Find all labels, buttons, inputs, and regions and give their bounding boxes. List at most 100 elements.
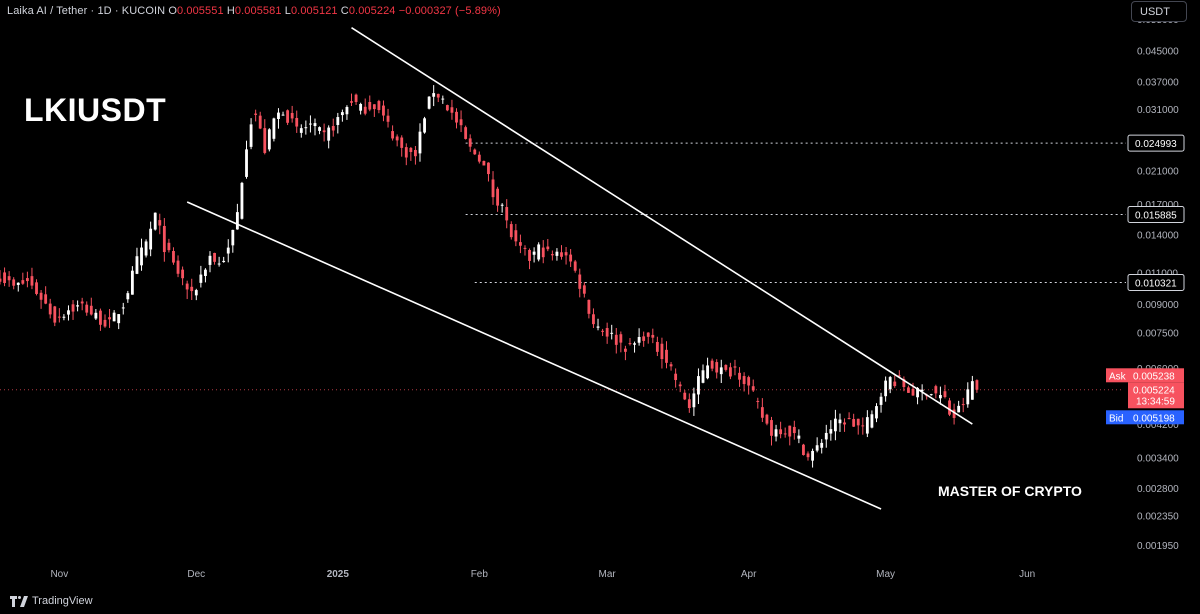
candle-body — [674, 373, 678, 381]
candle-body — [299, 128, 303, 133]
ohlc-value-c: 0.005224 — [348, 5, 396, 17]
price-tick-label: 0.002800 — [1137, 484, 1179, 495]
footer-bar — [0, 587, 1200, 614]
candle-body — [254, 113, 258, 115]
candle-body — [902, 379, 906, 388]
candle-body — [728, 367, 732, 377]
candle-body — [888, 377, 892, 390]
candle-body — [742, 376, 746, 385]
candle-body — [48, 303, 52, 315]
tradingview-brand[interactable]: TradingView — [10, 595, 93, 607]
candle-body — [153, 212, 157, 230]
trendline — [186, 201, 882, 510]
candle-body — [53, 306, 57, 323]
candle-body — [806, 453, 810, 458]
price-tick-label: 0.021000 — [1137, 167, 1179, 178]
candle-body — [957, 405, 961, 413]
candle-body — [245, 149, 248, 177]
candle-body — [277, 112, 280, 119]
candle-body — [920, 389, 924, 392]
candle-body — [692, 393, 696, 408]
candle-body — [733, 366, 737, 368]
candle-body — [916, 388, 919, 398]
candle-body — [231, 229, 235, 246]
candle-body — [500, 204, 504, 206]
candle-body — [751, 386, 755, 391]
currency-button[interactable]: USDT — [1131, 1, 1187, 22]
price-tick-label: 0.001950 — [1137, 541, 1179, 552]
tradingview-logo-icon — [10, 595, 29, 607]
level-label-box — [1127, 206, 1185, 224]
ask-tag-text: Ask — [1109, 371, 1127, 382]
candle-body — [0, 278, 2, 282]
candle-body — [637, 337, 641, 343]
candle-body — [555, 251, 559, 256]
candle-body — [802, 444, 805, 456]
candle-body — [811, 450, 814, 461]
candle-body — [970, 381, 974, 400]
candle-body — [833, 418, 837, 432]
symbol-legend: Laika AI / Tether · 1D · KUCOIN O0.00555… — [7, 5, 501, 17]
candle-body — [226, 247, 230, 254]
candle-body — [286, 110, 290, 123]
candle-body — [605, 328, 609, 337]
candle-body — [44, 294, 48, 304]
price-tick-label: 0.003400 — [1137, 453, 1179, 464]
candle-body — [560, 252, 563, 257]
price-axis-bg — [1126, 0, 1200, 587]
candle-body — [747, 377, 751, 386]
candle-body — [309, 123, 312, 125]
candle-body — [327, 127, 331, 141]
ticker-title: LKIUSDT — [24, 92, 167, 128]
ohlc-key-h: H — [223, 5, 235, 17]
candle-body — [655, 341, 659, 352]
candle-body — [340, 112, 344, 116]
candle-body — [222, 260, 226, 263]
candle-body — [870, 414, 874, 428]
candle-body — [537, 244, 541, 260]
candle-body — [16, 282, 20, 285]
candle-body — [85, 304, 89, 313]
candle-body — [865, 417, 869, 434]
candle-body — [788, 425, 792, 437]
price-tick-label: 0.037000 — [1137, 77, 1179, 88]
candle-body — [181, 269, 185, 279]
time-tick-label: Feb — [471, 569, 489, 580]
candle-body — [697, 376, 700, 395]
candle-body — [295, 117, 299, 127]
candle-body — [669, 364, 673, 367]
candle-body — [623, 348, 627, 352]
candle-body — [569, 254, 573, 262]
ohlc-key-c: C — [337, 5, 349, 17]
candle-body — [779, 429, 783, 435]
candle-body — [172, 251, 175, 263]
candle-body — [382, 105, 385, 116]
time-tick-label: Mar — [599, 569, 617, 580]
candle-body — [130, 270, 134, 295]
candle-body — [820, 442, 824, 448]
candle-body — [372, 104, 376, 110]
last-price-box — [1128, 382, 1184, 409]
candle-body — [176, 260, 180, 274]
candle-body — [523, 247, 527, 249]
candle-body — [94, 312, 98, 319]
candle-body — [450, 107, 454, 113]
candle-body — [592, 314, 595, 325]
candle-body — [359, 103, 363, 111]
time-tick-label: Dec — [187, 569, 205, 580]
candle-body — [943, 391, 947, 398]
price-tick-label: 0.007500 — [1137, 329, 1179, 340]
time-tick-label: Apr — [741, 569, 757, 580]
bid-tag — [1106, 410, 1128, 425]
price-tick-label: 0.031000 — [1137, 105, 1179, 116]
time-tick-label: Jun — [1019, 569, 1035, 580]
price-axis: 0.0550000.0450000.0370000.0310000.021000… — [1126, 0, 1200, 587]
candle-body — [354, 94, 358, 102]
candle-body — [144, 241, 148, 256]
candle-body — [345, 106, 349, 115]
bid-price-box — [1128, 410, 1184, 425]
candle-body — [852, 418, 856, 427]
candle-body — [455, 111, 458, 123]
candle-body — [765, 414, 769, 424]
